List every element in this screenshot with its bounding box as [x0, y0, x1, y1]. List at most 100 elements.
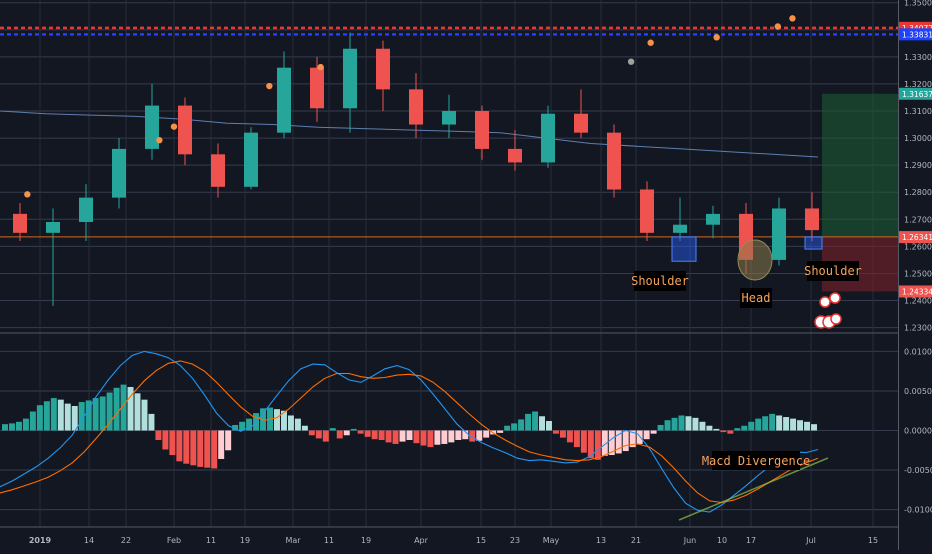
- macd-histogram-bar: [706, 425, 713, 431]
- candle-body: [541, 113, 555, 163]
- moving-average-layer: [0, 110, 819, 158]
- macd-histogram-bar: [399, 430, 406, 442]
- macd-histogram-bar: [427, 430, 434, 448]
- candle-body: [442, 111, 456, 125]
- macd-histogram-bar: [190, 430, 197, 466]
- fractal-marker: [713, 34, 720, 41]
- price-badge-label: 1.26341: [902, 233, 932, 242]
- time-tick-label: 11: [206, 536, 216, 545]
- macd-histogram-bar: [811, 424, 817, 431]
- macd-histogram-bar: [469, 430, 476, 442]
- time-tick-label: 2019: [29, 536, 52, 545]
- macd-histogram-bar: [741, 425, 748, 431]
- left-shoulder-annotation: Shoulder: [631, 271, 689, 291]
- price-tick-label: 1.33000: [904, 53, 932, 62]
- macd-histogram-bar: [594, 430, 601, 460]
- macd-histogram-bar: [99, 396, 106, 431]
- time-tick-label: 19: [361, 536, 371, 545]
- macd-histogram-bar: [218, 430, 225, 459]
- time-axis: 2019 14 22 Feb 11 19 Mar 11 19 Apr 15 23 May 13 21 Jun 1…: [29, 536, 878, 545]
- fractal-marker: [170, 123, 178, 130]
- macd-histogram-bar: [532, 411, 539, 431]
- macd-histogram-bar: [734, 428, 741, 431]
- macd-histogram-bar: [559, 430, 566, 438]
- macd-histogram-bar: [64, 403, 71, 431]
- price-badge: [899, 285, 932, 298]
- macd-histogram-bar: [71, 405, 78, 431]
- macd-histogram-bar: [169, 430, 176, 456]
- macd-histogram-bar: [539, 416, 545, 431]
- candle-body: [46, 222, 60, 233]
- fractal-marker: [647, 39, 654, 46]
- left-shoulder-label: Shoulder: [631, 274, 689, 288]
- macd-histogram-bar: [776, 415, 783, 431]
- candle-body: [706, 213, 720, 225]
- macd-histogram-bar: [434, 430, 441, 445]
- right-shoulder-label-bg: [807, 261, 859, 281]
- macd-histogram-bar: [511, 423, 518, 431]
- fractal-marker: [317, 63, 324, 71]
- moving-average-line: [0, 110, 819, 158]
- head-annotation: Head: [740, 288, 772, 308]
- macd-histogram-bar: [587, 430, 594, 459]
- candle-body: [508, 148, 522, 163]
- macd-histogram-bar: [176, 430, 183, 462]
- macd-histogram-bar: [622, 430, 629, 452]
- macd-tick-label: 0.00000: [904, 427, 932, 436]
- macd-histogram-bar: [162, 430, 169, 450]
- macd-histogram-bar: [246, 418, 253, 431]
- macd-histogram-bar: [762, 416, 769, 431]
- emoji-stickers: [814, 292, 842, 329]
- price-badge-label: 1.33831: [902, 30, 932, 39]
- macd-histogram-bar: [113, 387, 120, 431]
- macd-histogram-bar: [573, 430, 580, 448]
- pattern-box: [804, 236, 823, 250]
- time-tick-label: 19: [240, 536, 250, 545]
- price-badge-label: 1.24334: [902, 287, 932, 296]
- macd-histogram-bar: [29, 411, 36, 431]
- macd-histogram-bar: [392, 430, 399, 444]
- price-badge-label: 1.34072: [902, 24, 932, 33]
- macd-histogram-bar: [546, 421, 552, 431]
- macd-histogram-bar: [483, 430, 490, 438]
- price-tick-label: 1.31000: [904, 107, 932, 116]
- candle-body: [376, 48, 390, 90]
- price-badge: [899, 231, 932, 244]
- macd-histogram-bar: [350, 428, 357, 431]
- left-shoulder-label-bg: [634, 271, 686, 291]
- macd-histogram: [2, 384, 817, 469]
- candle-body: [277, 67, 291, 133]
- macd-histogram-bar: [274, 409, 280, 431]
- candle-body: [475, 111, 489, 149]
- macd-histogram-bar: [441, 430, 448, 444]
- macd-histogram-bar: [552, 430, 559, 434]
- macd-histogram-bar: [8, 423, 15, 431]
- time-tick-label: 21: [631, 536, 641, 545]
- macd-histogram-bar: [232, 424, 239, 431]
- macd-histogram-bar: [462, 430, 469, 440]
- macd-histogram-bar: [148, 413, 155, 431]
- time-tick-label: 15: [476, 536, 486, 545]
- macd-histogram-bar: [50, 398, 57, 431]
- macd-histogram-bar: [720, 430, 727, 433]
- macd-histogram-bar: [371, 430, 378, 440]
- macd-histogram-bar: [601, 430, 608, 456]
- macd-histogram-bar: [15, 421, 22, 431]
- macd-histogram-bar: [657, 424, 664, 431]
- fractal-markers-layer: [24, 15, 796, 198]
- time-tick-label: 11: [324, 536, 334, 545]
- macd-histogram-bar: [748, 421, 755, 431]
- macd-histogram-bar: [790, 418, 797, 431]
- macd-histogram-bar: [713, 428, 720, 431]
- candle-body: [13, 213, 27, 233]
- price-tick-label: 1.26000: [904, 242, 932, 251]
- macd-histogram-bar: [413, 430, 420, 444]
- candle-body: [805, 208, 819, 231]
- time-tick-label: 14: [84, 536, 94, 545]
- price-tick-label: 1.30000: [904, 134, 932, 143]
- price-tick-label: 1.27000: [904, 215, 932, 224]
- macd-histogram-bar: [650, 430, 657, 434]
